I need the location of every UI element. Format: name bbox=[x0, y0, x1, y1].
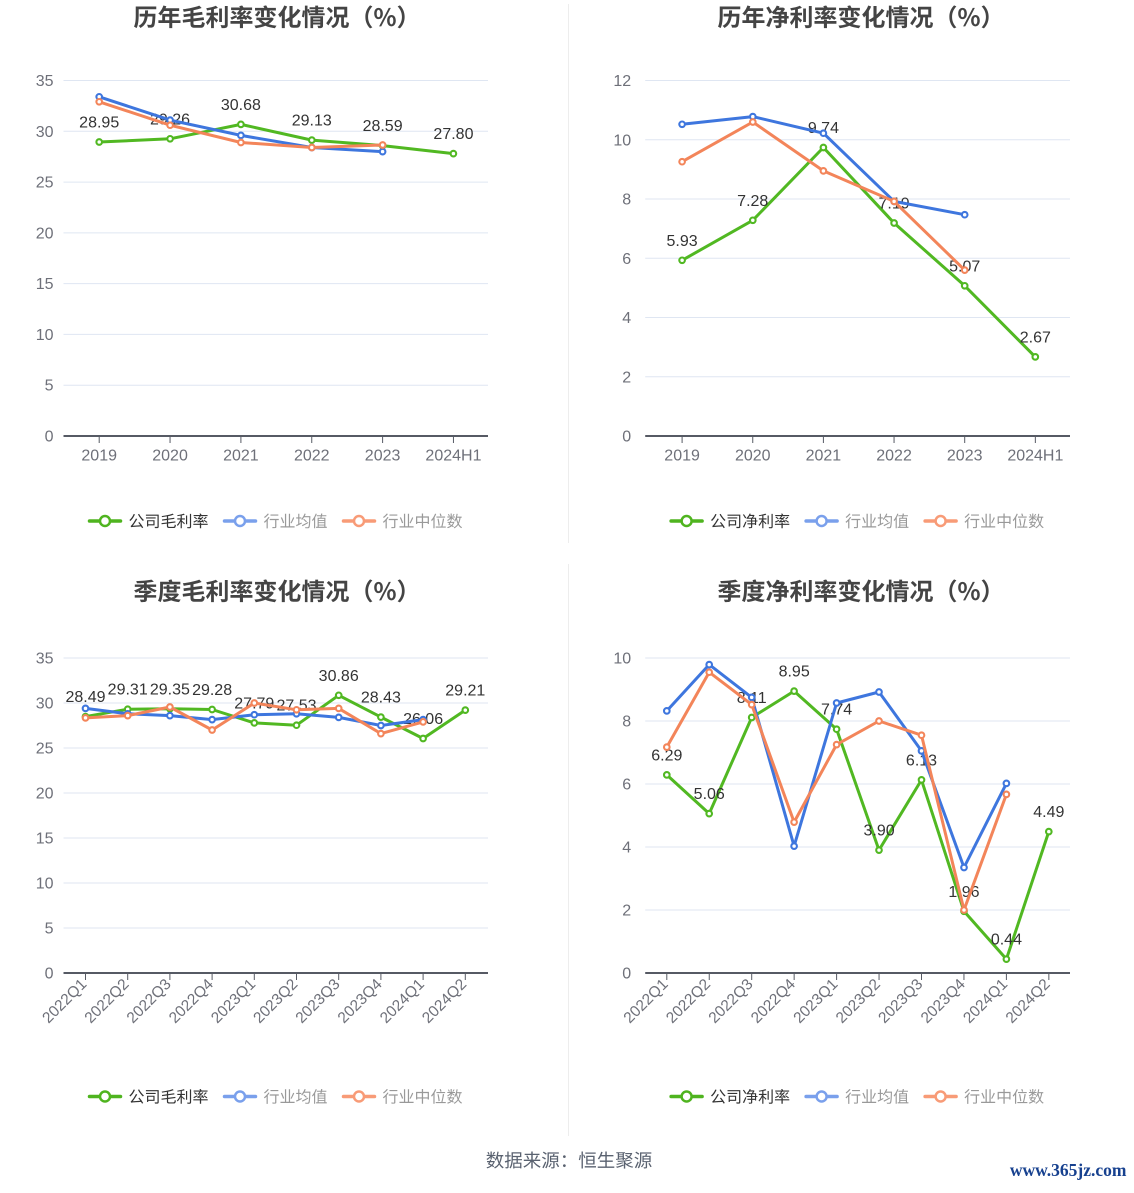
svg-text:2024H1: 2024H1 bbox=[425, 448, 481, 465]
svg-text:2.67: 2.67 bbox=[1020, 329, 1051, 346]
svg-text:29.21: 29.21 bbox=[445, 683, 485, 700]
svg-text:0: 0 bbox=[45, 966, 54, 983]
svg-text:2022Q1: 2022Q1 bbox=[39, 976, 90, 1027]
svg-text:4.49: 4.49 bbox=[1033, 804, 1064, 821]
svg-text:7.28: 7.28 bbox=[737, 193, 768, 210]
svg-text:2019: 2019 bbox=[664, 448, 700, 465]
svg-text:0: 0 bbox=[622, 429, 631, 446]
svg-text:2: 2 bbox=[622, 369, 631, 386]
svg-text:6: 6 bbox=[622, 251, 631, 268]
svg-text:2023Q1: 2023Q1 bbox=[208, 976, 259, 1027]
svg-text:29.13: 29.13 bbox=[292, 113, 332, 130]
svg-text:15: 15 bbox=[36, 831, 54, 848]
svg-text:2023Q4: 2023Q4 bbox=[335, 976, 386, 1027]
svg-text:30.86: 30.86 bbox=[319, 668, 359, 685]
svg-text:2021: 2021 bbox=[806, 448, 842, 465]
svg-text:5.06: 5.06 bbox=[694, 786, 725, 803]
svg-text:5: 5 bbox=[45, 378, 54, 395]
svg-text:28.95: 28.95 bbox=[79, 114, 119, 131]
svg-text:15: 15 bbox=[36, 276, 54, 293]
svg-text:29.28: 29.28 bbox=[192, 682, 232, 699]
svg-text:25: 25 bbox=[36, 741, 54, 758]
svg-text:28.49: 28.49 bbox=[65, 689, 105, 706]
svg-text:1.96: 1.96 bbox=[948, 884, 979, 901]
svg-text:2022Q1: 2022Q1 bbox=[621, 976, 672, 1027]
svg-text:10: 10 bbox=[613, 132, 631, 149]
svg-text:2022Q3: 2022Q3 bbox=[124, 976, 175, 1027]
svg-text:6.29: 6.29 bbox=[651, 747, 682, 764]
svg-text:35: 35 bbox=[36, 73, 54, 90]
svg-text:27.80: 27.80 bbox=[433, 126, 473, 143]
svg-text:10: 10 bbox=[36, 876, 54, 893]
svg-text:2024Q1: 2024Q1 bbox=[960, 976, 1011, 1027]
svg-text:28.59: 28.59 bbox=[363, 118, 403, 135]
svg-text:2023: 2023 bbox=[947, 448, 983, 465]
svg-text:10: 10 bbox=[613, 651, 631, 668]
svg-text:4: 4 bbox=[622, 840, 631, 857]
svg-text:2024Q1: 2024Q1 bbox=[377, 976, 428, 1027]
svg-text:30.68: 30.68 bbox=[221, 97, 261, 114]
svg-text:2019: 2019 bbox=[81, 448, 117, 465]
svg-text:28.43: 28.43 bbox=[361, 690, 401, 707]
svg-text:0: 0 bbox=[622, 966, 631, 983]
svg-text:20: 20 bbox=[36, 786, 54, 803]
svg-text:2023: 2023 bbox=[365, 448, 401, 465]
svg-text:35: 35 bbox=[36, 651, 54, 668]
svg-text:2023Q2: 2023Q2 bbox=[250, 976, 301, 1027]
svg-text:8.95: 8.95 bbox=[779, 664, 810, 681]
svg-text:30: 30 bbox=[36, 696, 54, 713]
svg-text:www.365jz.com: www.365jz.com bbox=[1010, 1160, 1127, 1180]
svg-text:2022Q2: 2022Q2 bbox=[81, 976, 132, 1027]
svg-text:2022: 2022 bbox=[876, 448, 912, 465]
svg-text:20: 20 bbox=[36, 225, 54, 242]
svg-text:2023Q1: 2023Q1 bbox=[790, 976, 841, 1027]
svg-text:2024Q2: 2024Q2 bbox=[419, 976, 470, 1027]
svg-text:30: 30 bbox=[36, 124, 54, 141]
svg-text:2022Q3: 2022Q3 bbox=[705, 976, 756, 1027]
svg-text:12: 12 bbox=[613, 73, 631, 90]
svg-text:2023Q3: 2023Q3 bbox=[292, 976, 343, 1027]
svg-text:2022Q4: 2022Q4 bbox=[748, 976, 799, 1027]
svg-text:29.31: 29.31 bbox=[108, 682, 148, 699]
svg-text:2023Q3: 2023Q3 bbox=[875, 976, 926, 1027]
svg-text:2020: 2020 bbox=[152, 448, 188, 465]
svg-text:2021: 2021 bbox=[223, 448, 259, 465]
svg-text:29.35: 29.35 bbox=[150, 681, 190, 698]
svg-text:2020: 2020 bbox=[735, 448, 771, 465]
svg-text:0.44: 0.44 bbox=[991, 932, 1022, 949]
svg-text:2023Q4: 2023Q4 bbox=[918, 976, 969, 1027]
svg-text:0: 0 bbox=[45, 429, 54, 446]
svg-text:2024H1: 2024H1 bbox=[1007, 448, 1063, 465]
svg-text:4: 4 bbox=[622, 310, 631, 327]
svg-text:2022: 2022 bbox=[294, 448, 330, 465]
svg-text:2022Q4: 2022Q4 bbox=[166, 976, 217, 1027]
svg-text:7.74: 7.74 bbox=[821, 702, 852, 719]
svg-text:2022Q2: 2022Q2 bbox=[663, 976, 714, 1027]
svg-text:2: 2 bbox=[622, 903, 631, 920]
svg-text:10: 10 bbox=[36, 327, 54, 344]
svg-text:25: 25 bbox=[36, 175, 54, 192]
svg-text:2024Q2: 2024Q2 bbox=[1003, 976, 1054, 1027]
svg-text:8: 8 bbox=[622, 192, 631, 209]
svg-text:8: 8 bbox=[622, 714, 631, 731]
svg-text:6: 6 bbox=[622, 777, 631, 794]
svg-text:5.93: 5.93 bbox=[667, 233, 698, 250]
svg-text:3.90: 3.90 bbox=[863, 823, 894, 840]
svg-text:2023Q2: 2023Q2 bbox=[833, 976, 884, 1027]
svg-text:5: 5 bbox=[45, 921, 54, 938]
